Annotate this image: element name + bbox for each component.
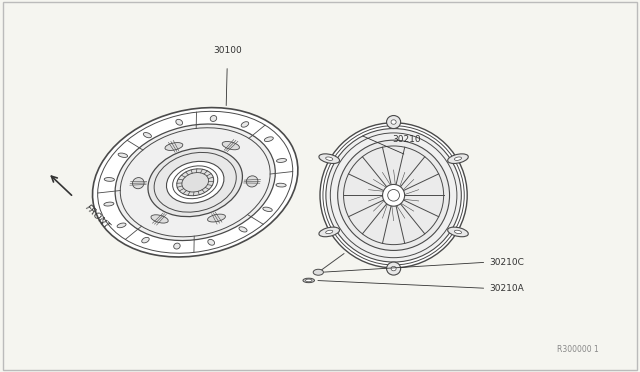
Ellipse shape	[246, 176, 258, 187]
Ellipse shape	[151, 215, 168, 223]
Ellipse shape	[173, 243, 180, 249]
Ellipse shape	[383, 185, 404, 206]
Ellipse shape	[148, 148, 243, 217]
Ellipse shape	[141, 237, 149, 243]
Ellipse shape	[177, 169, 214, 196]
Circle shape	[313, 269, 323, 275]
Ellipse shape	[447, 227, 468, 237]
Ellipse shape	[132, 177, 144, 189]
Ellipse shape	[305, 279, 312, 282]
Ellipse shape	[447, 154, 468, 163]
Text: 30210A: 30210A	[490, 284, 524, 293]
Ellipse shape	[115, 124, 275, 241]
Ellipse shape	[454, 230, 461, 234]
Ellipse shape	[222, 141, 239, 150]
Ellipse shape	[326, 157, 333, 160]
Ellipse shape	[319, 227, 340, 237]
Ellipse shape	[241, 122, 249, 127]
Ellipse shape	[326, 230, 333, 234]
Text: FRONT: FRONT	[83, 203, 111, 231]
Ellipse shape	[210, 116, 217, 121]
Text: R300000 1: R300000 1	[557, 345, 598, 354]
Text: 30210C: 30210C	[490, 258, 524, 267]
Ellipse shape	[263, 207, 272, 212]
Ellipse shape	[104, 202, 114, 206]
Ellipse shape	[387, 262, 401, 275]
Ellipse shape	[207, 214, 225, 222]
Ellipse shape	[166, 161, 224, 203]
Ellipse shape	[165, 142, 183, 150]
Ellipse shape	[117, 223, 126, 228]
Ellipse shape	[454, 157, 461, 160]
Ellipse shape	[391, 266, 396, 271]
Ellipse shape	[338, 140, 449, 250]
Ellipse shape	[239, 227, 247, 232]
Ellipse shape	[104, 177, 115, 181]
Ellipse shape	[319, 154, 340, 163]
Ellipse shape	[276, 158, 287, 163]
Ellipse shape	[276, 183, 286, 187]
Ellipse shape	[303, 278, 314, 283]
Ellipse shape	[208, 240, 214, 245]
Ellipse shape	[176, 119, 182, 125]
Text: 30210: 30210	[392, 135, 420, 144]
Ellipse shape	[387, 116, 401, 129]
Ellipse shape	[118, 153, 127, 157]
Ellipse shape	[264, 137, 273, 141]
Ellipse shape	[93, 108, 298, 257]
Ellipse shape	[143, 132, 152, 138]
Ellipse shape	[320, 123, 467, 268]
Ellipse shape	[391, 120, 396, 124]
Text: 30100: 30100	[213, 46, 241, 55]
Ellipse shape	[326, 129, 461, 262]
